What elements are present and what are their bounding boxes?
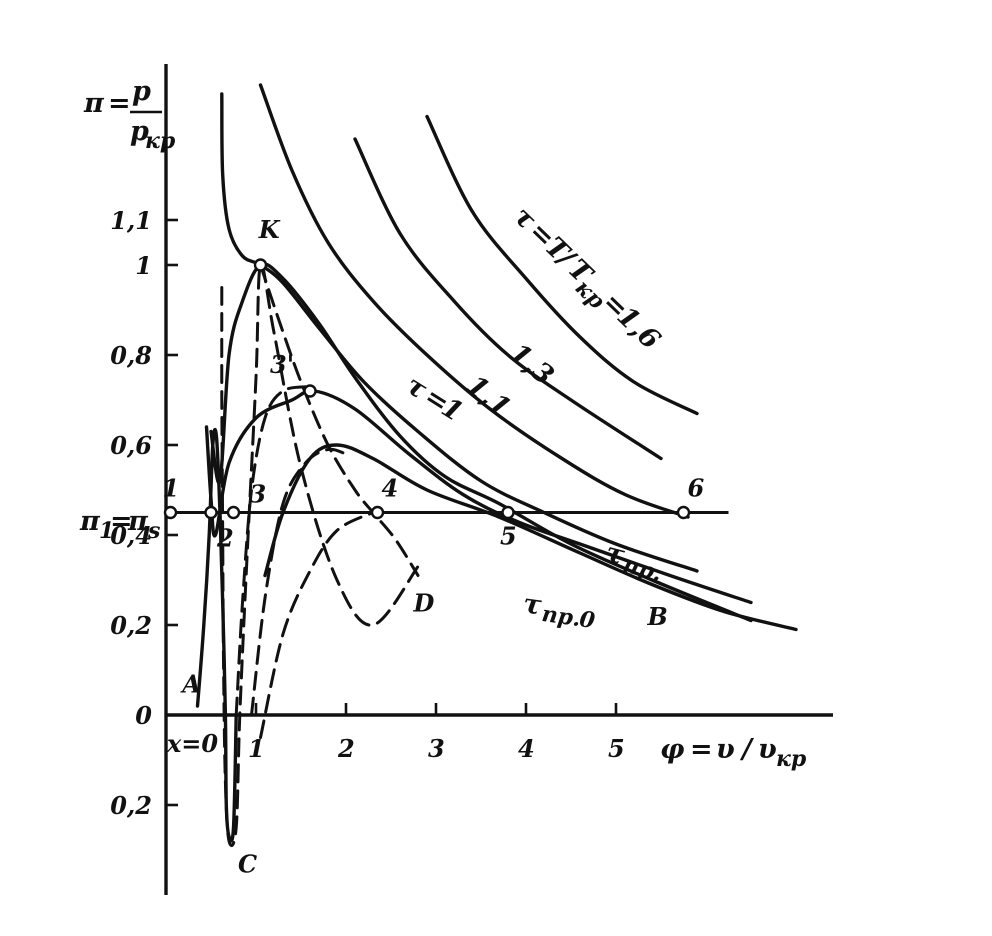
series-tau11-line [258, 83, 690, 519]
x-axis-numerator: υ [716, 734, 735, 765]
isobar-label-subscript: 1 [99, 518, 114, 544]
y-tick-label: 0 [135, 701, 152, 730]
annotation-A: A [180, 670, 201, 699]
state-point-3 [226, 505, 241, 520]
y-tick-label: 0,4 [110, 521, 152, 550]
tau-pr0-zero: 0 [578, 606, 597, 634]
x-tick-label: 5 [608, 734, 625, 763]
state-point-label: 6 [688, 474, 705, 503]
y-tick-label: 0,6 [110, 431, 152, 460]
isobar-label-symbol: π [79, 506, 101, 537]
x-axis-label: φ = υ / υ кр [660, 734, 807, 772]
annotation-K: K [258, 215, 281, 244]
y-axis-label: π = p p кр [83, 76, 176, 154]
series-tau_pr_upper-line [204, 389, 753, 605]
y-tick-label: 0,2 [110, 791, 152, 820]
annotation-B: B [647, 602, 668, 631]
series-dash_inner_2-line [250, 447, 348, 717]
series-spinodal-line [220, 262, 420, 848]
x-tick-label: 2 [337, 734, 355, 763]
x-axis-symbol: φ [660, 734, 685, 765]
x-tick-label: 3 [428, 734, 445, 763]
state-point-label: 3 [250, 480, 267, 509]
x-axis-denominator-sub: кр [776, 746, 807, 772]
y-tick-label: 1,1 [110, 206, 152, 235]
tau-pr0-symbol: τ [521, 588, 544, 621]
x-axis-denominator: υ [758, 734, 777, 765]
series-binodal_dash-line [259, 263, 420, 577]
state-point-3' [303, 384, 317, 398]
axes [164, 64, 833, 895]
isobar-label: π 1 = π s [79, 506, 160, 544]
state-point-6 [676, 505, 691, 520]
y-axis-equals: = [108, 88, 131, 119]
x-axis-slash: / [739, 734, 755, 765]
state-point-label: 2 [216, 524, 234, 553]
state-point-4 [370, 505, 385, 520]
curves-group [195, 83, 798, 848]
y-axis-denominator: p [130, 116, 149, 147]
series-tau_pr-line [209, 262, 753, 623]
ticks-group: 1 2 3 4 51,110,80,60,40,200,2 [110, 206, 624, 820]
x-tick-label: 1 [248, 734, 265, 763]
label-tau13: 1,3 [504, 338, 560, 392]
y-tick-label: 0,2 [110, 611, 152, 640]
state-point-label: 3' [270, 350, 294, 379]
y-axis-symbol: π [83, 88, 105, 119]
label-tau11: 1,1 [461, 370, 517, 424]
series-tau13-line [353, 137, 663, 461]
annotations-group: A B C D K [180, 215, 668, 879]
y-tick-label: 1 [135, 251, 152, 280]
tau-pr0-sub: пр. [540, 601, 582, 632]
series-tau16-line [425, 114, 699, 416]
state-point-label: 1 [163, 474, 180, 503]
isobar-label-subscript2: s [147, 518, 160, 544]
isobar-label-equals: = [110, 506, 133, 537]
state-point-label: 5 [500, 522, 517, 551]
annotation-D: D [413, 589, 435, 618]
series-van_der_waals_a-line [195, 427, 238, 843]
state-point-K [253, 258, 268, 272]
y-axis-denominator-sub: кр [145, 128, 176, 154]
x-tick-label: 4 [518, 734, 535, 763]
x-axis-equals: = [690, 734, 713, 765]
state-point-label: 4 [382, 474, 399, 503]
series-tau1-line [220, 92, 699, 573]
y-tick-label: 0,8 [110, 341, 152, 370]
series-dash_inner_1-line [234, 385, 312, 717]
state-point-1 [163, 505, 178, 520]
label-tau1: τ = 1 [400, 370, 468, 429]
x-origin-label: x=0 [166, 729, 218, 758]
y-axis-numerator: p [132, 76, 151, 107]
state-point-2 [204, 505, 218, 520]
annotation-C: C [238, 850, 257, 879]
series-dash_inner_3-line [259, 511, 375, 739]
state-point-5 [501, 505, 515, 520]
isobar-label-symbol2: π [127, 506, 149, 537]
label-tau-pr0: τ пр. 0 [521, 588, 597, 634]
label-tau-pr: τ пр. [602, 537, 664, 587]
